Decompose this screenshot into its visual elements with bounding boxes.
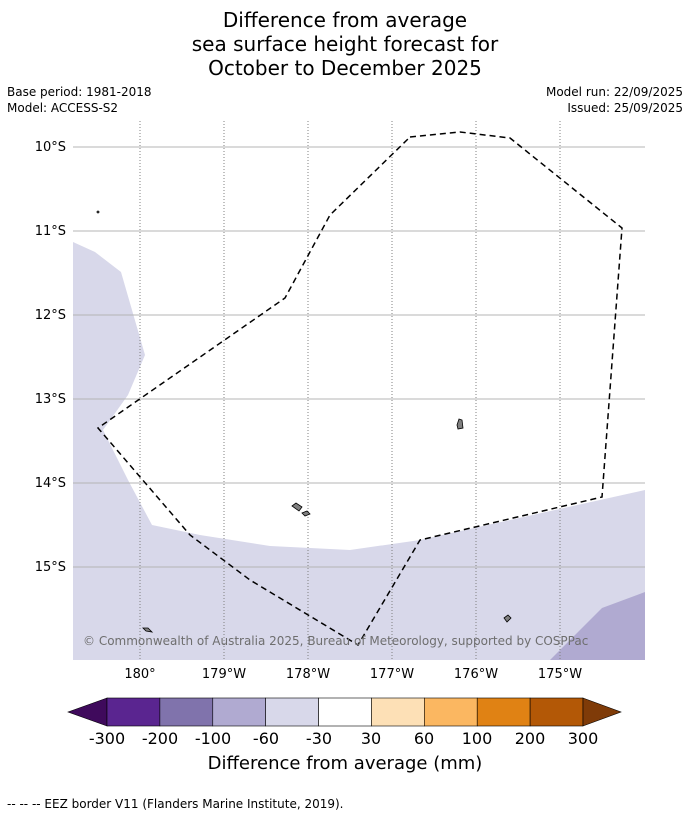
colorbar-tick-7: 60 [413, 729, 435, 748]
chart-title: Difference from average sea surface heig… [0, 8, 690, 80]
anomaly-region-south [73, 490, 645, 660]
model-name: Model: ACCESS-S2 [7, 101, 119, 115]
colorbar-segment [424, 697, 478, 727]
colorbar-ticks: -300 -200 -100 -60 -30 30 60 100 200 300 [0, 729, 690, 749]
colorbar-segment [106, 697, 161, 727]
model-run: Model run: 22/09/2025 [545, 85, 683, 99]
colorbar-segment [159, 697, 214, 727]
island-west-islet [142, 627, 154, 633]
colorbar-label: Difference from average (mm) [207, 753, 483, 774]
colorbar-tick-1: -300 [88, 729, 126, 748]
title-line-2: sea surface height forecast for [191, 32, 499, 56]
lat-label-11s: 11°S [35, 224, 66, 239]
colorbar-tick-10: 300 [567, 729, 599, 748]
lat-gridlines [73, 146, 645, 568]
colorbar-tick-4: -60 [252, 729, 280, 748]
colorbar-tick-2: -200 [141, 729, 179, 748]
lat-label-15s: 15°S [35, 560, 66, 575]
title-line-3: October to December 2025 [208, 56, 482, 80]
lat-label-13s: 13°S [35, 392, 66, 407]
title-line-1: Difference from average [222, 8, 468, 32]
colorbar-extend-high [582, 697, 622, 727]
map-copyright: © Commonwealth of Australia 2025, Bureau… [83, 634, 588, 648]
lat-label-10s: 10°S [35, 140, 66, 155]
colorbar-segment [265, 697, 319, 727]
anomaly-region-southeast [550, 592, 645, 660]
lon-label-177w: 177°W [370, 667, 414, 682]
lon-labels: 180° 179°W 178°W 177°W 176°W 175°W [124, 667, 582, 682]
colorbar-tick-9: 200 [514, 729, 546, 748]
lon-label-179w: 179°W [202, 667, 246, 682]
colorbar-segment [476, 697, 531, 727]
island-nukunonu-b [301, 510, 311, 517]
map-plot-area: © Commonwealth of Australia 2025, Bureau… [73, 121, 645, 660]
eez-footnote: -- -- -- EEZ border V11 (Flanders Marine… [7, 797, 344, 811]
colorbar-segment [371, 697, 425, 727]
lon-label-180: 180° [124, 667, 155, 682]
lat-label-14s: 14°S [35, 476, 66, 491]
colorbar-tick-5: -30 [305, 729, 333, 748]
lat-labels: 10°S 11°S 12°S 13°S 14°S 15°S [35, 140, 66, 575]
lat-label-12s: 12°S [35, 308, 66, 323]
island-fakaofo [503, 614, 512, 623]
eez-border [96, 131, 623, 647]
colorbar-tick-6: 30 [360, 729, 382, 748]
colorbar-extend-low [67, 697, 108, 727]
island-nukunonu-a [291, 502, 303, 512]
island-atafu [456, 418, 464, 430]
base-period: Base period: 1981-2018 [7, 85, 152, 99]
islands [96, 210, 512, 633]
meta-right: Model run: 22/09/2025 Issued: 25/09/2025 [546, 84, 683, 116]
colorbar-segment [529, 697, 584, 727]
lon-label-175w: 175°W [538, 667, 582, 682]
colorbar-segment [318, 697, 372, 727]
colorbar-tick-3: -100 [194, 729, 232, 748]
colorbar-tick-8: 100 [461, 729, 493, 748]
issued-date: Issued: 25/09/2025 [567, 101, 683, 115]
colorbar-segment [212, 697, 266, 727]
island-speck [96, 210, 100, 214]
colorbar-segments [106, 697, 584, 727]
anomaly-region-west [73, 242, 152, 525]
map-panel: © Commonwealth of Australia 2025, Bureau… [35, 121, 645, 682]
lon-label-176w: 176°W [454, 667, 498, 682]
lon-label-178w: 178°W [286, 667, 330, 682]
meta-left: Base period: 1981-2018 Model: ACCESS-S2 [7, 84, 152, 116]
colorbar [67, 697, 622, 727]
